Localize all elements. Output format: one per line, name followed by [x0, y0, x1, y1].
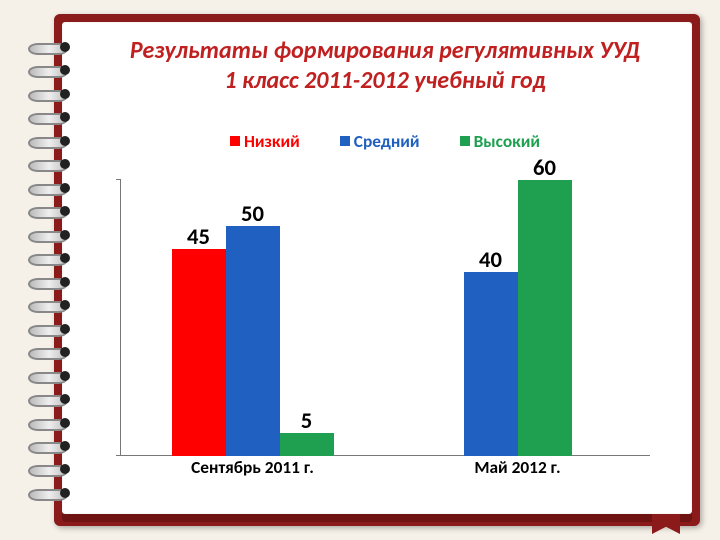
- chart-title: Результаты формирования регулятивных УУД…: [90, 36, 680, 96]
- bar-value-label: 40: [479, 246, 502, 274]
- legend-swatch: [230, 136, 240, 146]
- legend-item: Высокий: [460, 130, 540, 152]
- legend-item: Низкий: [230, 130, 300, 152]
- chart-title-line2: 1 класс 2011-2012 учебный год: [90, 66, 680, 96]
- legend-label: Высокий: [474, 130, 540, 152]
- bar: 50: [226, 226, 280, 456]
- legend-label: Средний: [354, 130, 420, 152]
- legend-item: Средний: [340, 130, 420, 152]
- bar-value-label: 45: [187, 223, 210, 251]
- bar-value-label: 50: [241, 200, 264, 228]
- bar: 40: [464, 272, 518, 456]
- category-labels: Сентябрь 2011 г.Май 2012 г.: [120, 456, 650, 480]
- category-label: Май 2012 г.: [385, 456, 650, 480]
- bar-group: 45505: [120, 180, 385, 456]
- chart-area: 455054060 Сентябрь 2011 г.Май 2012 г.: [120, 180, 650, 480]
- bar: 5: [280, 433, 334, 456]
- legend-swatch: [460, 136, 470, 146]
- legend: Низкий Средний Высокий: [90, 130, 680, 152]
- bar-groups: 455054060: [120, 180, 650, 456]
- bar-value-label: 5: [301, 407, 312, 435]
- legend-swatch: [340, 136, 350, 146]
- category-label: Сентябрь 2011 г.: [120, 456, 385, 480]
- bar: 45: [172, 249, 226, 456]
- spiral-binding: [28, 40, 68, 500]
- bar-value-label: 60: [533, 154, 556, 182]
- chart-title-line1: Результаты формирования регулятивных УУД: [90, 36, 680, 66]
- notebook-page: Результаты формирования регулятивных УУД…: [62, 22, 692, 514]
- bar-group: 4060: [385, 180, 650, 456]
- bar: 60: [518, 180, 572, 456]
- legend-label: Низкий: [244, 130, 300, 152]
